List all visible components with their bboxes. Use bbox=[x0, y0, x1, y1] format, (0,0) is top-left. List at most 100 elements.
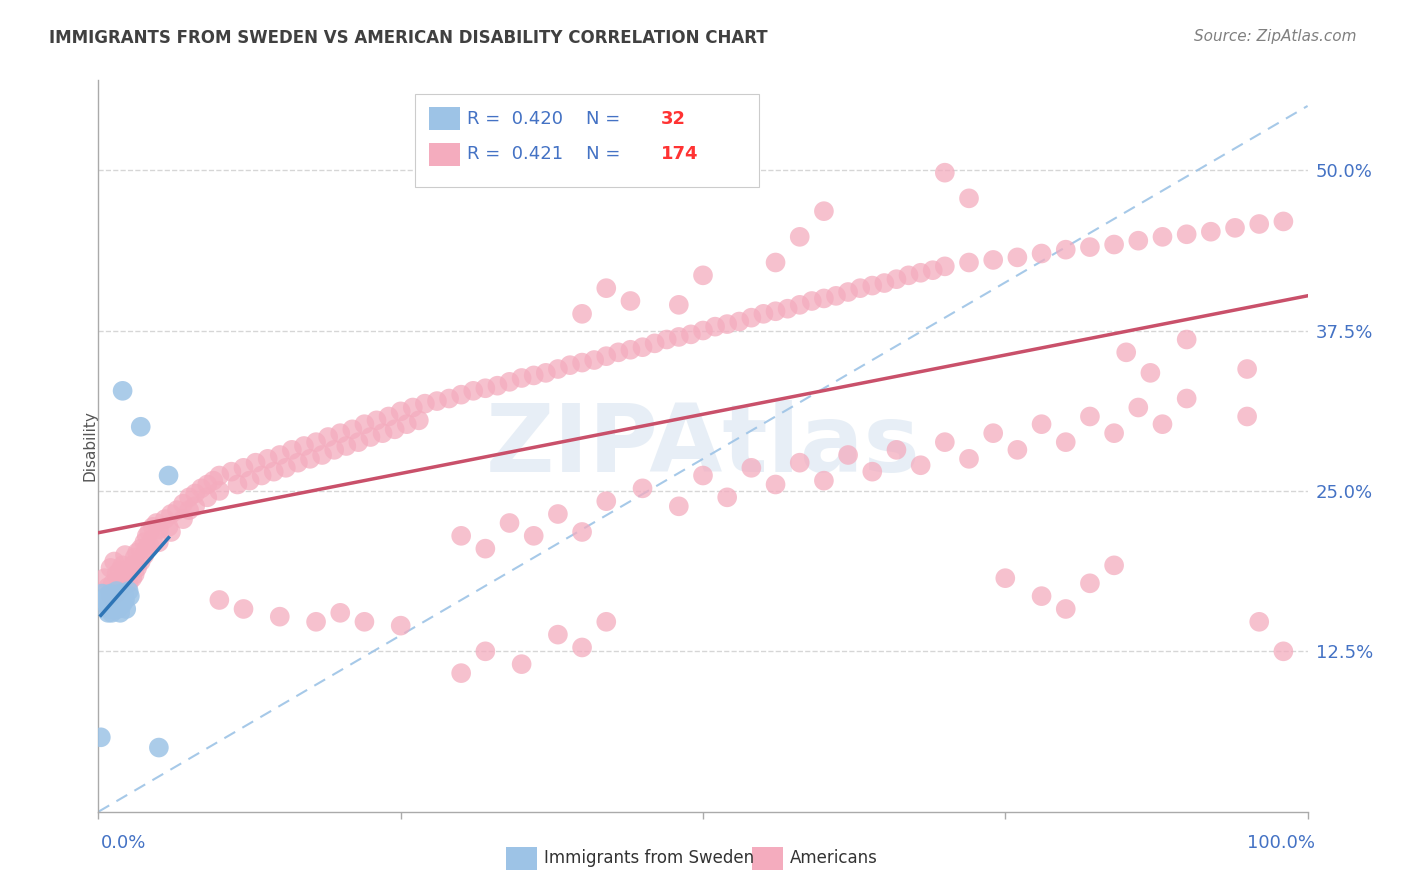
Point bbox=[523, 529, 546, 543]
Point bbox=[347, 435, 370, 450]
Point bbox=[498, 375, 520, 389]
Point bbox=[127, 545, 149, 559]
Point bbox=[316, 430, 339, 444]
Point bbox=[94, 597, 117, 611]
Text: 174: 174 bbox=[661, 145, 699, 163]
Point bbox=[886, 442, 908, 457]
Point bbox=[148, 523, 170, 537]
Point bbox=[360, 430, 382, 444]
Point bbox=[335, 439, 357, 453]
Point bbox=[329, 426, 352, 441]
Point bbox=[1031, 417, 1053, 432]
Point bbox=[100, 586, 122, 600]
Point bbox=[148, 535, 170, 549]
Point bbox=[108, 564, 131, 578]
Point bbox=[523, 368, 546, 383]
Text: R =  0.421    N =: R = 0.421 N = bbox=[467, 145, 626, 163]
Point bbox=[121, 558, 143, 573]
Point bbox=[101, 589, 124, 603]
Point bbox=[644, 336, 666, 351]
Point bbox=[97, 606, 120, 620]
Point bbox=[97, 599, 120, 614]
Point bbox=[1054, 243, 1077, 257]
Point bbox=[232, 460, 254, 475]
Point bbox=[595, 494, 617, 508]
Point bbox=[103, 554, 125, 568]
Point bbox=[450, 666, 472, 681]
Point bbox=[1152, 417, 1174, 432]
Point bbox=[957, 191, 980, 205]
Point bbox=[994, 571, 1017, 585]
Point bbox=[692, 324, 714, 338]
Point bbox=[402, 401, 425, 415]
Point bbox=[371, 426, 394, 441]
Point bbox=[631, 481, 654, 495]
Point bbox=[160, 524, 183, 539]
Point bbox=[837, 285, 859, 299]
Point bbox=[98, 602, 121, 616]
Point bbox=[1272, 214, 1295, 228]
Point bbox=[1054, 602, 1077, 616]
Point bbox=[129, 554, 152, 568]
Text: Source: ZipAtlas.com: Source: ZipAtlas.com bbox=[1194, 29, 1357, 44]
Text: 100.0%: 100.0% bbox=[1247, 834, 1315, 852]
Point bbox=[716, 491, 738, 505]
Point bbox=[426, 394, 449, 409]
Text: IMMIGRANTS FROM SWEDEN VS AMERICAN DISABILITY CORRELATION CHART: IMMIGRANTS FROM SWEDEN VS AMERICAN DISAB… bbox=[49, 29, 768, 46]
Point bbox=[90, 731, 112, 745]
Point bbox=[413, 397, 436, 411]
Point bbox=[179, 503, 201, 517]
Point bbox=[118, 576, 141, 591]
Point bbox=[1175, 392, 1198, 406]
Point bbox=[208, 593, 231, 607]
Point bbox=[110, 589, 132, 603]
Point bbox=[100, 606, 122, 620]
Point bbox=[1175, 227, 1198, 242]
Text: R =  0.420    N =: R = 0.420 N = bbox=[467, 110, 631, 128]
Point bbox=[910, 266, 932, 280]
Point bbox=[813, 204, 835, 219]
Point bbox=[114, 548, 136, 562]
Point bbox=[668, 330, 690, 344]
Point bbox=[148, 740, 170, 755]
Point bbox=[145, 516, 167, 530]
Point bbox=[534, 366, 557, 380]
Point bbox=[305, 615, 328, 629]
Point bbox=[776, 301, 799, 316]
Point bbox=[93, 571, 115, 585]
Point bbox=[1078, 409, 1101, 424]
Point bbox=[239, 474, 262, 488]
Point bbox=[740, 310, 762, 325]
Point bbox=[595, 615, 617, 629]
Point bbox=[1272, 644, 1295, 658]
Point bbox=[547, 362, 569, 376]
Point bbox=[108, 586, 131, 600]
Point bbox=[118, 564, 141, 578]
Point bbox=[1007, 442, 1029, 457]
Point bbox=[208, 468, 231, 483]
Point bbox=[655, 333, 678, 347]
Point bbox=[450, 529, 472, 543]
Point bbox=[571, 640, 593, 655]
Point bbox=[765, 255, 787, 269]
Point bbox=[474, 381, 496, 395]
Point bbox=[195, 491, 218, 505]
Point bbox=[121, 571, 143, 585]
Point bbox=[873, 276, 896, 290]
Point bbox=[299, 451, 322, 466]
Text: Americans: Americans bbox=[790, 849, 877, 867]
Point bbox=[1139, 366, 1161, 380]
Point bbox=[108, 574, 131, 588]
Point bbox=[395, 417, 418, 432]
Point bbox=[112, 586, 135, 600]
Point bbox=[115, 602, 138, 616]
Point bbox=[510, 371, 533, 385]
Point bbox=[232, 602, 254, 616]
Point bbox=[921, 263, 943, 277]
Point bbox=[740, 460, 762, 475]
Point bbox=[124, 550, 146, 565]
Point bbox=[184, 500, 207, 514]
Point bbox=[287, 456, 309, 470]
Point bbox=[384, 422, 406, 436]
Point bbox=[860, 465, 883, 479]
